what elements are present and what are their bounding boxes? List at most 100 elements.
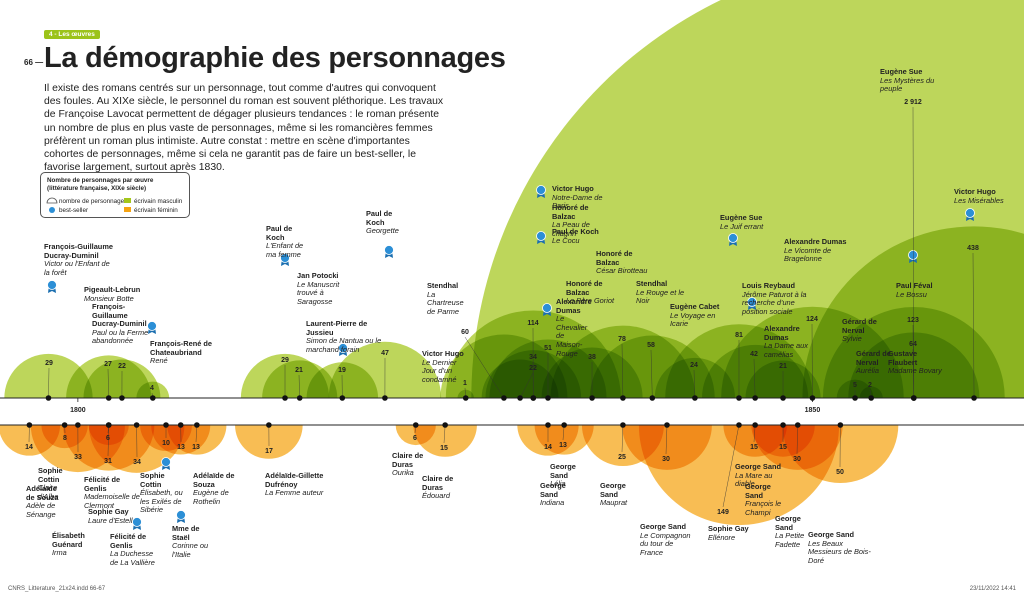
author: Laurent-Pierre de Jussieu [306, 319, 368, 337]
author: Victor Hugo [954, 187, 996, 196]
value-label: 19 [338, 367, 346, 374]
badge-disc [728, 233, 738, 243]
work-title: Les Beaux Messieurs de Bois-Doré [808, 538, 871, 565]
badge-disc [176, 510, 186, 520]
badge-disc [965, 208, 975, 218]
work-label: George Sand Le Compagnon du tour de Franc… [640, 522, 695, 557]
work-title: Indiana [540, 498, 565, 508]
author: George Sand [640, 522, 686, 531]
x-tick-label: 1800 [70, 407, 86, 414]
value-label: 15 [440, 445, 448, 452]
work-title: Édouard [422, 491, 450, 501]
author: Eugène Sue [720, 213, 763, 222]
work-title: Sylvie [842, 334, 862, 344]
year-dot [105, 422, 112, 428]
value-label: 5 [853, 382, 857, 389]
work-title: La Duchesse de La Vallière [110, 549, 155, 567]
page-number: 66 — [24, 58, 44, 67]
value-label: 17 [265, 448, 273, 455]
value-label: 6 [413, 435, 417, 442]
year-dot [868, 395, 875, 401]
value-label: 30 [793, 456, 801, 463]
leader-line [519, 372, 534, 399]
year-dot [837, 422, 844, 428]
value-label: 21 [779, 363, 787, 370]
author: George Sand [540, 481, 566, 499]
bestseller-badge [147, 321, 157, 334]
leader-line [972, 252, 975, 399]
year-dot [852, 395, 858, 401]
value-label: 27 [104, 361, 112, 368]
author: Victor Hugo [422, 349, 464, 358]
author: Adélaïde de Souza [193, 471, 235, 489]
work-title: Ellénore [708, 532, 736, 542]
author: Louis Reybaud [742, 281, 795, 290]
value-label: 33 [74, 454, 82, 461]
work-title: Mauprat [600, 498, 628, 508]
chart-title: La démographie des personnages [44, 42, 506, 74]
author: Alexandre Dumas [764, 324, 800, 342]
work-title: Monsieur Botte [84, 293, 134, 303]
value-label: 42 [750, 351, 758, 358]
year-dot [194, 422, 200, 428]
work-label: Alexandre Dumas Le Chevalier de Maison-Ro… [556, 297, 592, 358]
leader-line [912, 106, 915, 399]
badge-disc [280, 253, 290, 263]
legend-badge-icon [49, 207, 55, 213]
bestseller-badge [747, 297, 757, 310]
work-label: Honoré de Balzac César Birotteau [596, 249, 656, 276]
author: Claire de Duras [422, 474, 454, 492]
work-label: Gustave Flaubert Madame Bovary [888, 349, 948, 376]
year-dot [545, 422, 551, 428]
legend-swatch [124, 198, 131, 203]
value-label: 114 [527, 320, 538, 327]
work-label: Gérard de Nerval Aurélia [856, 349, 896, 376]
year-dot [75, 422, 81, 428]
semicircle [534, 425, 594, 455]
work-title: Mademoiselle de Clermont [84, 492, 140, 510]
work-label: Jan Potocki Le Manuscrit trouvé à Saragos… [297, 271, 357, 306]
author: Pigeault-Lebrun [84, 285, 141, 294]
work-label: Pigeault-Lebrun Monsieur Botte [84, 285, 144, 303]
work-title: Le Compagnon du tour de France [640, 530, 691, 557]
badge-disc [747, 297, 757, 307]
work-title: Le Cocu [552, 235, 580, 245]
badge-disc [384, 245, 394, 255]
work-label: Honoré de Balzac La Peau de chagrin [552, 203, 612, 238]
year-dot [530, 395, 537, 401]
work-title: Victor ou l'Enfant de la forêt [44, 259, 110, 277]
legend-size-icon [46, 197, 58, 204]
author: Jan Potocki [297, 271, 339, 280]
value-label: 81 [735, 332, 743, 339]
work-title: Notre-Dame de Paris [552, 192, 603, 211]
value-label: 1 [463, 380, 467, 387]
work-label: Alexandre Dumas Le Vicomte de Bragelonne [784, 237, 854, 264]
year-dot [545, 395, 551, 401]
work-title: Irma [52, 548, 67, 558]
year-dot [105, 395, 112, 401]
bestseller-badge [384, 245, 394, 258]
author: François-René de Chateaubriand [150, 339, 213, 357]
value-label: 2 [868, 382, 872, 389]
leader-line [107, 424, 109, 457]
year-dot [382, 395, 388, 401]
work-label: Félicité de Genlis La Duchesse de La Vall… [110, 532, 160, 567]
author: Paul de Koch [366, 209, 393, 227]
work-label: Félicité de Genlis Mademoiselle de Clermo… [84, 475, 144, 510]
work-label: Adélaïde-Gillette Dufrénoy La Femme auteu… [265, 471, 340, 498]
bestseller-badge [47, 280, 57, 293]
value-label: 123 [907, 317, 919, 324]
author: Victor Hugo [552, 184, 594, 193]
value-label: 25 [618, 454, 626, 461]
legend-swatch [124, 207, 131, 212]
leader-line [195, 424, 198, 443]
work-title: Le Juif errant [720, 221, 764, 231]
leader-line [650, 349, 653, 399]
work-title: Lélia [550, 479, 566, 489]
value-label: 29 [281, 357, 289, 364]
value-label: 34 [529, 354, 537, 361]
footer-date: 23/11/2022 14:41 [969, 586, 1016, 592]
work-title: Simon de Nantua ou le marchand forain [306, 336, 382, 354]
work-label: Adélaïde de Souza Adèle de Sénange [26, 484, 66, 519]
